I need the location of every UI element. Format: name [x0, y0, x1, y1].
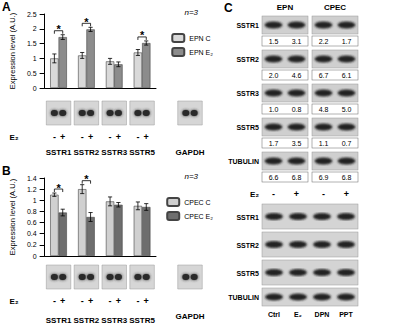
svg-text:1: 1: [33, 55, 37, 62]
svg-text:CPEC E₂: CPEC E₂: [184, 213, 213, 220]
svg-text:n=3: n=3: [184, 172, 198, 181]
svg-text:+: +: [116, 296, 121, 306]
svg-text:A: A: [2, 0, 11, 14]
svg-text:-: -: [81, 296, 84, 306]
svg-text:Ctrl: Ctrl: [268, 311, 280, 318]
svg-text:CPEC: CPEC: [324, 3, 346, 12]
svg-text:2.5: 2.5: [27, 11, 37, 18]
svg-text:EPN: EPN: [277, 3, 294, 12]
svg-text:2.0: 2.0: [269, 72, 279, 79]
svg-text:-: -: [272, 189, 275, 199]
svg-text:SSTR1: SSTR1: [236, 22, 259, 29]
svg-text:-: -: [81, 132, 84, 142]
svg-text:SSTR3: SSTR3: [101, 148, 127, 157]
svg-text:EPN C: EPN C: [189, 35, 210, 42]
svg-text:1.7: 1.7: [342, 38, 352, 45]
svg-text:6.7: 6.7: [319, 72, 329, 79]
svg-text:+: +: [144, 132, 149, 142]
svg-text:1.2: 1.2: [27, 186, 37, 193]
svg-text:SSTR3: SSTR3: [236, 90, 259, 97]
svg-text:SSTR1: SSTR1: [236, 214, 259, 221]
svg-text:-: -: [136, 132, 139, 142]
svg-text:5.0: 5.0: [342, 106, 352, 113]
svg-text:-: -: [322, 189, 325, 199]
svg-text:1.0: 1.0: [269, 106, 279, 113]
svg-text:3.5: 3.5: [292, 140, 302, 147]
svg-text:E₂: E₂: [10, 133, 19, 142]
svg-text:+: +: [294, 189, 299, 199]
svg-text:SSTR5: SSTR5: [129, 148, 155, 157]
svg-text:E₂: E₂: [250, 190, 259, 199]
svg-text:2.2: 2.2: [319, 38, 329, 45]
svg-text:*: *: [56, 182, 61, 194]
svg-text:2: 2: [33, 25, 37, 32]
svg-text:B: B: [2, 164, 11, 178]
svg-text:1.4: 1.4: [27, 175, 37, 182]
svg-text:SSTR1: SSTR1: [46, 316, 72, 325]
svg-text:+: +: [116, 132, 121, 142]
svg-text:6.8: 6.8: [292, 174, 302, 181]
svg-text:1.1: 1.1: [319, 140, 329, 147]
svg-text:6.6: 6.6: [269, 174, 279, 181]
svg-text:*: *: [84, 173, 89, 185]
svg-text:SSTR5: SSTR5: [129, 316, 155, 325]
svg-text:+: +: [88, 132, 93, 142]
svg-text:*: *: [56, 23, 61, 35]
svg-text:6.8: 6.8: [342, 174, 352, 181]
svg-text:0.2: 0.2: [27, 241, 37, 248]
svg-text:1.7: 1.7: [269, 140, 279, 147]
svg-text:SSTR2: SSTR2: [73, 148, 99, 157]
svg-text:EPN E₂: EPN E₂: [189, 49, 213, 56]
svg-text:0: 0: [33, 85, 37, 92]
svg-text:3.1: 3.1: [292, 38, 302, 45]
svg-text:-: -: [136, 296, 139, 306]
svg-text:0: 0: [33, 253, 37, 260]
svg-text:6.9: 6.9: [319, 174, 329, 181]
svg-text:0.4: 0.4: [27, 230, 37, 237]
svg-text:0.7: 0.7: [342, 140, 352, 147]
svg-text:SSTR2: SSTR2: [236, 242, 259, 249]
svg-text:TUBULIN: TUBULIN: [228, 294, 259, 301]
svg-text:SSTR1: SSTR1: [46, 148, 72, 157]
svg-text:+: +: [144, 296, 149, 306]
svg-text:C: C: [224, 1, 233, 15]
svg-text:-: -: [109, 296, 112, 306]
svg-text:n=3: n=3: [184, 8, 198, 17]
svg-text:+: +: [60, 132, 65, 142]
svg-text:SSTR5: SSTR5: [236, 270, 259, 277]
svg-text:SSTR2: SSTR2: [236, 56, 259, 63]
svg-text:+: +: [88, 296, 93, 306]
svg-text:TUBULIN: TUBULIN: [228, 158, 259, 165]
svg-text:-: -: [53, 132, 56, 142]
svg-text:SSTR3: SSTR3: [101, 316, 127, 325]
svg-text:0.8: 0.8: [292, 106, 302, 113]
svg-text:+: +: [60, 296, 65, 306]
svg-text:Expression level (A.U.): Expression level (A.U.): [8, 12, 17, 89]
svg-text:-: -: [109, 132, 112, 142]
svg-text:Expression level (A.U.): Expression level (A.U.): [8, 178, 17, 255]
svg-text:-: -: [53, 296, 56, 306]
svg-text:PPT: PPT: [339, 311, 353, 318]
svg-text:4.6: 4.6: [292, 72, 302, 79]
svg-text:+: +: [344, 189, 349, 199]
svg-text:GAPDH: GAPDH: [176, 312, 205, 321]
svg-text:CPEC C: CPEC C: [184, 199, 210, 206]
svg-text:0.5: 0.5: [27, 70, 37, 77]
svg-text:GAPDH: GAPDH: [176, 148, 205, 157]
svg-text:4.8: 4.8: [319, 106, 329, 113]
svg-text:6.1: 6.1: [342, 72, 352, 79]
svg-text:E₂: E₂: [294, 311, 302, 318]
svg-text:*: *: [140, 29, 145, 41]
svg-text:1.5: 1.5: [269, 38, 279, 45]
svg-text:DPN: DPN: [315, 311, 330, 318]
svg-text:E₂: E₂: [10, 297, 19, 306]
svg-text:0.6: 0.6: [27, 219, 37, 226]
svg-text:1: 1: [33, 197, 37, 204]
svg-text:0.8: 0.8: [27, 208, 37, 215]
svg-text:*: *: [84, 16, 89, 28]
svg-text:SSTR2: SSTR2: [73, 316, 99, 325]
svg-text:1.5: 1.5: [27, 40, 37, 47]
svg-text:SSTR5: SSTR5: [236, 124, 259, 131]
